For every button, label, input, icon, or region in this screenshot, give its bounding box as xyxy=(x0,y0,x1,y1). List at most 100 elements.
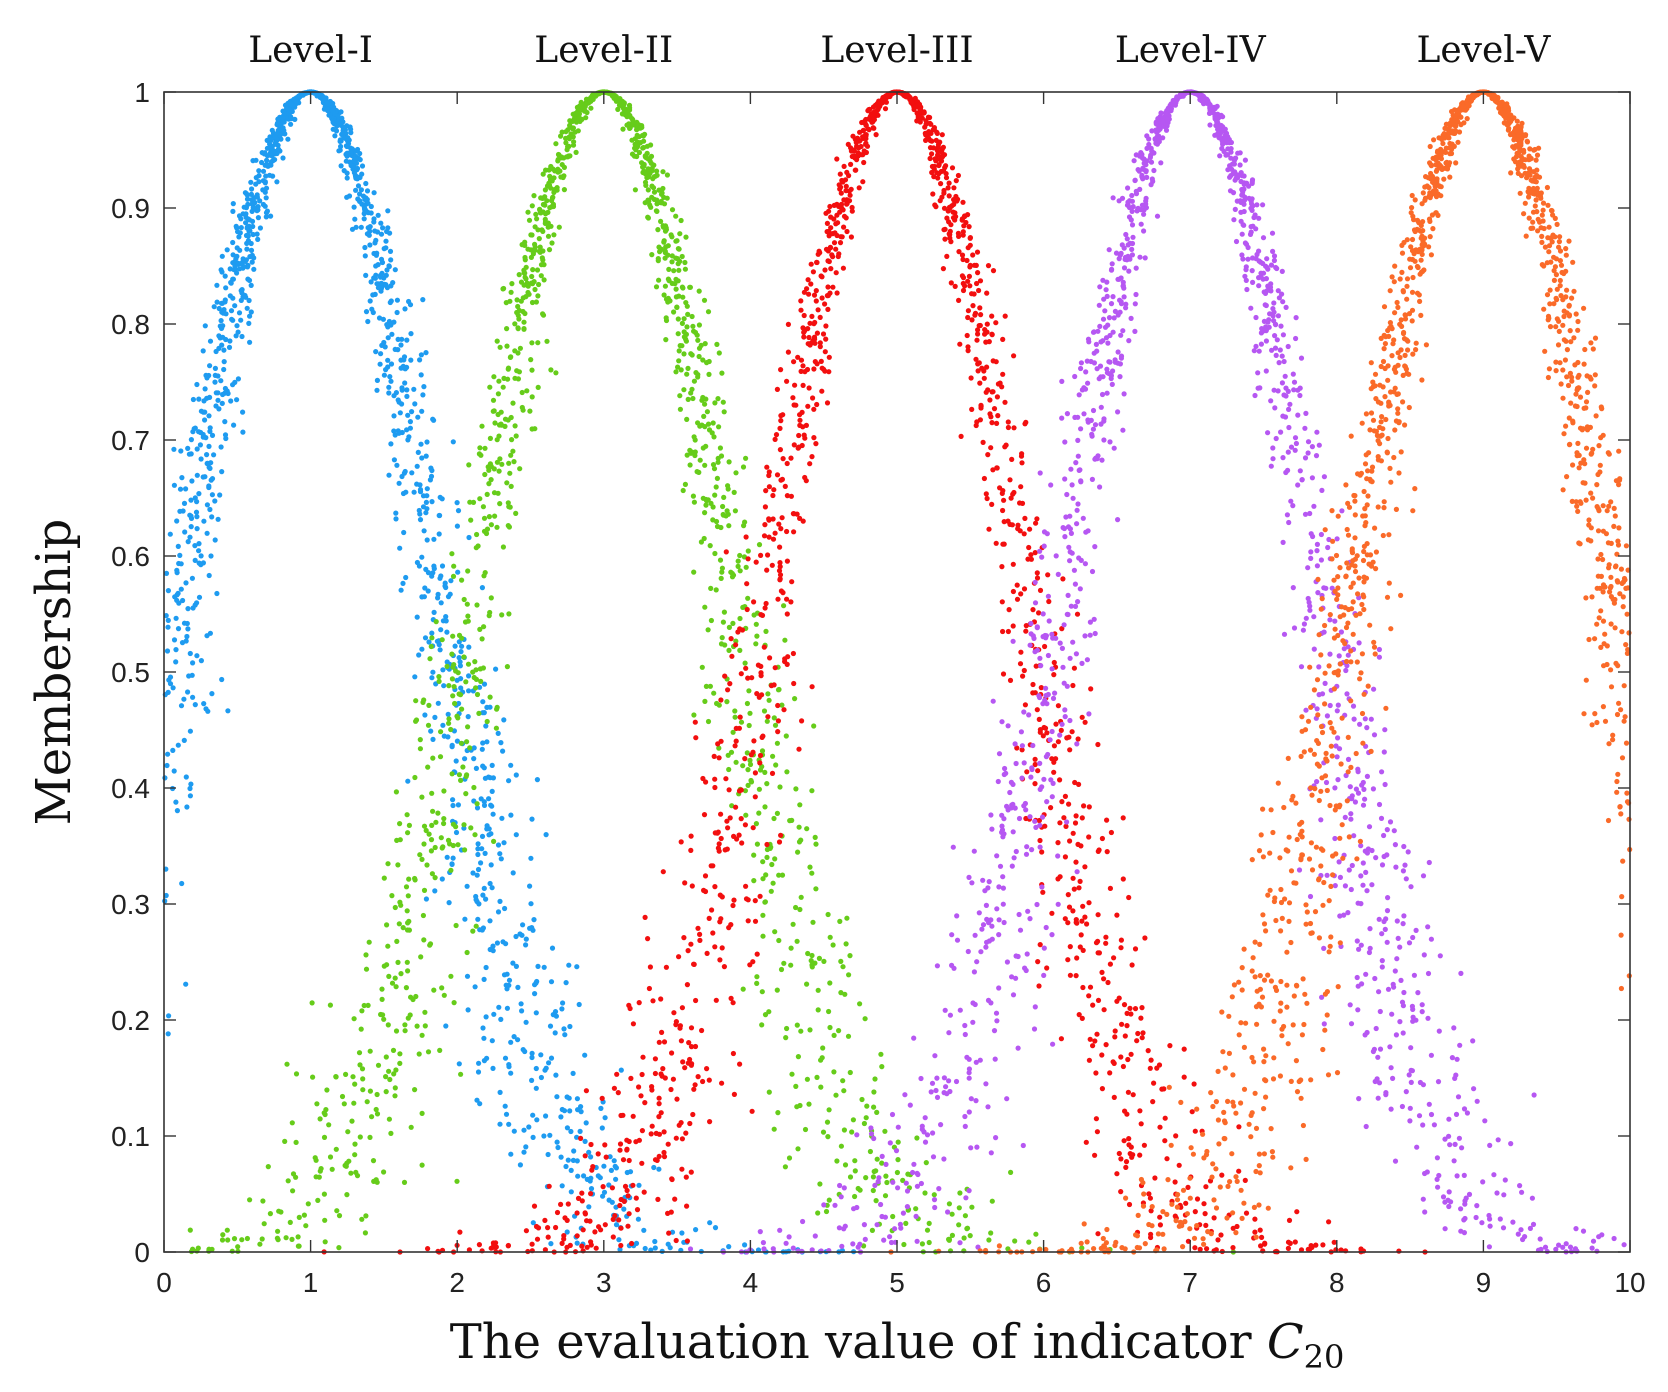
scatter-point xyxy=(397,1060,403,1066)
scatter-point xyxy=(988,445,994,451)
scatter-point xyxy=(282,111,288,117)
scatter-point xyxy=(798,368,804,374)
scatter-point xyxy=(1095,912,1101,918)
scatter-point xyxy=(418,352,424,358)
scatter-point xyxy=(1255,385,1261,391)
scatter-point xyxy=(973,356,979,362)
scatter-point xyxy=(663,317,670,324)
scatter-point xyxy=(481,885,487,892)
scatter-point xyxy=(846,198,853,204)
scatter-point xyxy=(537,210,544,216)
scatter-point xyxy=(533,1010,539,1016)
scatter-point xyxy=(661,1129,667,1135)
scatter-point xyxy=(217,492,223,498)
scatter-point xyxy=(568,1167,574,1173)
scatter-point xyxy=(1044,799,1050,805)
scatter-point xyxy=(500,939,506,945)
scatter-point xyxy=(784,769,790,775)
scatter-point xyxy=(486,514,492,520)
scatter-point xyxy=(525,209,531,215)
scatter-point xyxy=(737,552,743,559)
scatter-point xyxy=(466,673,472,679)
scatter-point xyxy=(970,252,976,258)
scatter-point xyxy=(1348,886,1354,893)
scatter-point xyxy=(243,232,250,239)
scatter-point xyxy=(1242,1177,1248,1183)
scatter-point xyxy=(999,719,1005,725)
scatter-point xyxy=(1017,500,1023,506)
scatter-point xyxy=(673,1022,679,1028)
scatter-point xyxy=(778,526,784,532)
scatter-point xyxy=(708,585,714,592)
scatter-point xyxy=(177,552,183,559)
scatter-point xyxy=(440,667,446,673)
scatter-point xyxy=(492,513,498,519)
scatter-point xyxy=(505,500,511,506)
scatter-point xyxy=(486,832,492,838)
scatter-point xyxy=(759,1022,765,1028)
scatter-point xyxy=(730,1050,737,1057)
scatter-point xyxy=(1115,349,1121,355)
scatter-point xyxy=(1295,482,1301,488)
scatter-point xyxy=(232,379,238,385)
scatter-point xyxy=(464,949,470,956)
scatter-point xyxy=(729,803,735,809)
scatter-point xyxy=(629,1240,635,1247)
scatter-point xyxy=(568,1128,574,1135)
scatter-point xyxy=(570,134,576,140)
scatter-point xyxy=(975,331,981,337)
scatter-point xyxy=(424,537,430,543)
scatter-point xyxy=(505,1243,511,1249)
scatter-point xyxy=(310,1074,316,1080)
scatter-point xyxy=(878,1051,884,1057)
scatter-point xyxy=(728,995,734,1002)
scatter-point xyxy=(719,565,726,571)
scatter-point xyxy=(575,1173,581,1179)
scatter-point xyxy=(634,119,640,125)
scatter-point xyxy=(560,1000,566,1006)
scatter-point xyxy=(599,1095,605,1101)
scatter-point xyxy=(421,528,427,534)
scatter-point xyxy=(417,482,423,488)
scatter-point xyxy=(458,676,464,682)
scatter-point xyxy=(706,915,712,922)
scatter-point xyxy=(230,208,236,214)
scatter-point xyxy=(1293,440,1299,447)
scatter-point xyxy=(647,171,653,177)
scatter-point xyxy=(751,738,757,744)
scatter-point xyxy=(213,348,219,355)
scatter-point xyxy=(1311,503,1317,509)
scatter-point xyxy=(480,740,486,746)
scatter-point xyxy=(692,1043,699,1050)
scatter-point xyxy=(684,1238,691,1244)
scatter-point xyxy=(220,1232,226,1238)
scatter-point xyxy=(504,480,510,486)
scatter-point xyxy=(905,1171,911,1177)
scatter-point xyxy=(1063,823,1069,830)
scatter-point xyxy=(873,1198,879,1204)
scatter-point xyxy=(179,475,185,481)
scatter-point xyxy=(450,439,456,445)
scatter-point xyxy=(750,959,756,965)
scatter-point xyxy=(523,1144,529,1150)
scatter-point xyxy=(1032,600,1039,606)
scatter-point xyxy=(1018,484,1024,490)
scatter-point xyxy=(676,246,682,252)
scatter-point xyxy=(192,543,198,549)
scatter-point xyxy=(1331,1239,1337,1245)
scatter-point xyxy=(819,274,825,280)
scatter-point xyxy=(1093,1116,1099,1122)
scatter-point xyxy=(975,361,981,367)
scatter-point xyxy=(363,180,369,187)
scatter-point xyxy=(360,1087,366,1093)
scatter-point xyxy=(431,536,437,542)
scatter-point xyxy=(528,254,535,260)
scatter-point xyxy=(756,694,762,700)
scatter-point xyxy=(964,332,970,339)
scatter-point xyxy=(401,354,408,360)
scatter-point xyxy=(635,125,641,131)
scatter-point xyxy=(446,720,452,726)
scatter-point xyxy=(183,981,189,987)
scatter-point xyxy=(1099,1086,1105,1092)
